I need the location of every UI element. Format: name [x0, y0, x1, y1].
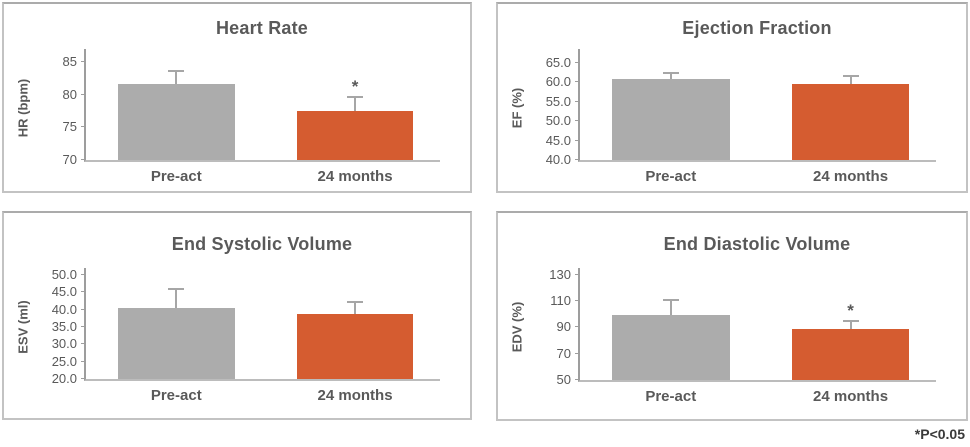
- y-tick-label: 60.0: [545, 74, 571, 90]
- plot-area: 40.0 45.0 50.0 55.0 60.0 65.0 Pre-act 24 months: [546, 49, 936, 185]
- plot-area: 20.0 25.0 30.0 35.0 40.0 45.0 50.0 Pre-act 24 mo…: [52, 267, 440, 404]
- y-tick-mark: [81, 325, 86, 327]
- y-tick-label: 45.0: [51, 284, 77, 300]
- bar-pre-act: [612, 315, 730, 380]
- y-tick-mark: [81, 61, 86, 63]
- y-tick-mark: [81, 308, 86, 310]
- y-axis-label: HR (bpm): [15, 78, 31, 138]
- y-tick-mark: [575, 61, 580, 63]
- error-bar-pre-act: [175, 289, 178, 309]
- category-label-pre-act: Pre-act: [150, 387, 202, 404]
- error-bar-24-months: [849, 76, 852, 85]
- plot-area: 70 75 80 85 Pre-act 24 months *: [63, 49, 440, 185]
- chart-panel-ejection-fraction: Ejection Fraction EF (%) 40.0 45.0 50.0 55.…: [496, 2, 968, 193]
- y-tick-mark: [81, 378, 86, 379]
- y-tick-label: 70: [62, 152, 77, 167]
- chart-title: Ejection Fraction: [682, 18, 832, 38]
- y-tick-mark: [81, 126, 86, 128]
- y-tick-label: 35.0: [51, 318, 77, 334]
- y-tick-mark: [81, 291, 86, 293]
- y-tick-label: 70: [556, 345, 571, 361]
- error-bar-pre-act: [669, 73, 672, 79]
- y-tick-mark: [575, 273, 580, 275]
- bar-24-months: [296, 314, 414, 379]
- y-tick-label: 40.0: [545, 152, 571, 167]
- y-tick-label: 50: [556, 372, 571, 387]
- category-label-pre-act: Pre-act: [645, 168, 697, 185]
- error-bar-cap-24-months: [347, 96, 364, 99]
- category-label-24-months: 24 months: [317, 387, 393, 404]
- error-bar-cap-pre-act: [168, 288, 185, 291]
- chart-panel-heart-rate: Heart Rate HR (bpm) 70 75 80 85 Pre-act 24 mo…: [2, 2, 472, 193]
- y-tick-mark: [81, 343, 86, 345]
- chart-title: End Diastolic Volume: [663, 234, 851, 254]
- y-tick-mark: [575, 352, 580, 354]
- bar-pre-act: [612, 79, 730, 160]
- category-label-24-months: 24 months: [317, 168, 393, 185]
- significance-asterisk: *: [847, 300, 854, 320]
- error-bar-cap-24-months: [842, 319, 859, 322]
- error-bar-24-months: [849, 320, 852, 330]
- significance-asterisk: *: [351, 77, 359, 97]
- bar-pre-act: [117, 308, 235, 379]
- error-bar-24-months: [354, 302, 357, 315]
- y-tick-label: 40.0: [51, 301, 77, 317]
- y-axis-label: ESV (ml): [15, 300, 31, 354]
- y-tick-label: 130: [549, 266, 571, 282]
- y-tick-mark: [575, 299, 580, 301]
- chart-panel-end-systolic-volume: End Systolic Volume ESV (ml) 20.0 25.0 30.…: [2, 211, 472, 420]
- category-label-24-months: 24 months: [813, 388, 889, 405]
- y-tick-mark: [81, 360, 86, 362]
- plot-area: 50 70 90 110 130 Pre-act 24 months *: [549, 267, 936, 405]
- chart-panel-end-diastolic-volume: End Diastolic Volume EDV (%) 50 70 90 110 13…: [496, 211, 968, 421]
- bar-24-months: [791, 84, 910, 160]
- y-tick-mark: [575, 120, 580, 122]
- y-tick-mark: [81, 93, 86, 95]
- category-label-pre-act: Pre-act: [150, 168, 202, 185]
- category-label-24-months: 24 months: [813, 168, 889, 185]
- y-tick-mark: [575, 81, 580, 83]
- error-bar-cap-pre-act: [662, 298, 679, 301]
- error-bar-pre-act: [669, 299, 672, 316]
- chart-title: End Systolic Volume: [171, 234, 353, 254]
- y-tick-mark: [575, 100, 580, 102]
- y-axis-label: EF (%): [509, 87, 525, 129]
- y-tick-mark: [575, 159, 580, 160]
- y-tick-label: 85: [62, 54, 77, 70]
- error-bar-24-months: [354, 97, 357, 112]
- error-bar-cap-pre-act: [662, 72, 679, 75]
- error-bar-pre-act: [175, 70, 178, 85]
- error-bar-cap-pre-act: [168, 69, 185, 72]
- y-tick-label: 75: [62, 119, 77, 135]
- y-tick-mark: [81, 159, 86, 160]
- bar-24-months: [296, 111, 414, 160]
- chart-title: Heart Rate: [215, 18, 309, 38]
- y-tick-mark: [575, 379, 580, 380]
- bar-pre-act: [117, 84, 235, 160]
- y-tick-label: 90: [556, 319, 571, 335]
- y-tick-mark: [575, 326, 580, 328]
- y-tick-label: 45.0: [545, 132, 571, 148]
- bar-24-months: [791, 329, 910, 380]
- y-tick-label: 55.0: [545, 93, 571, 109]
- y-tick-mark: [575, 139, 580, 141]
- error-bar-cap-24-months: [347, 301, 364, 304]
- y-tick-label: 30.0: [51, 336, 77, 352]
- significance-footnote: *P<0.05: [914, 426, 965, 442]
- y-tick-label: 20.0: [51, 371, 77, 386]
- y-tick-label: 25.0: [51, 353, 77, 369]
- y-tick-label: 65.0: [545, 54, 571, 70]
- category-label-pre-act: Pre-act: [645, 388, 697, 405]
- y-axis-label: EDV (%): [509, 301, 525, 353]
- y-tick-label: 50.0: [545, 113, 571, 129]
- y-tick-label: 50.0: [51, 266, 77, 282]
- error-bar-cap-24-months: [842, 75, 859, 78]
- y-tick-label: 80: [62, 86, 77, 102]
- y-tick-mark: [81, 273, 86, 275]
- y-tick-label: 110: [550, 292, 571, 308]
